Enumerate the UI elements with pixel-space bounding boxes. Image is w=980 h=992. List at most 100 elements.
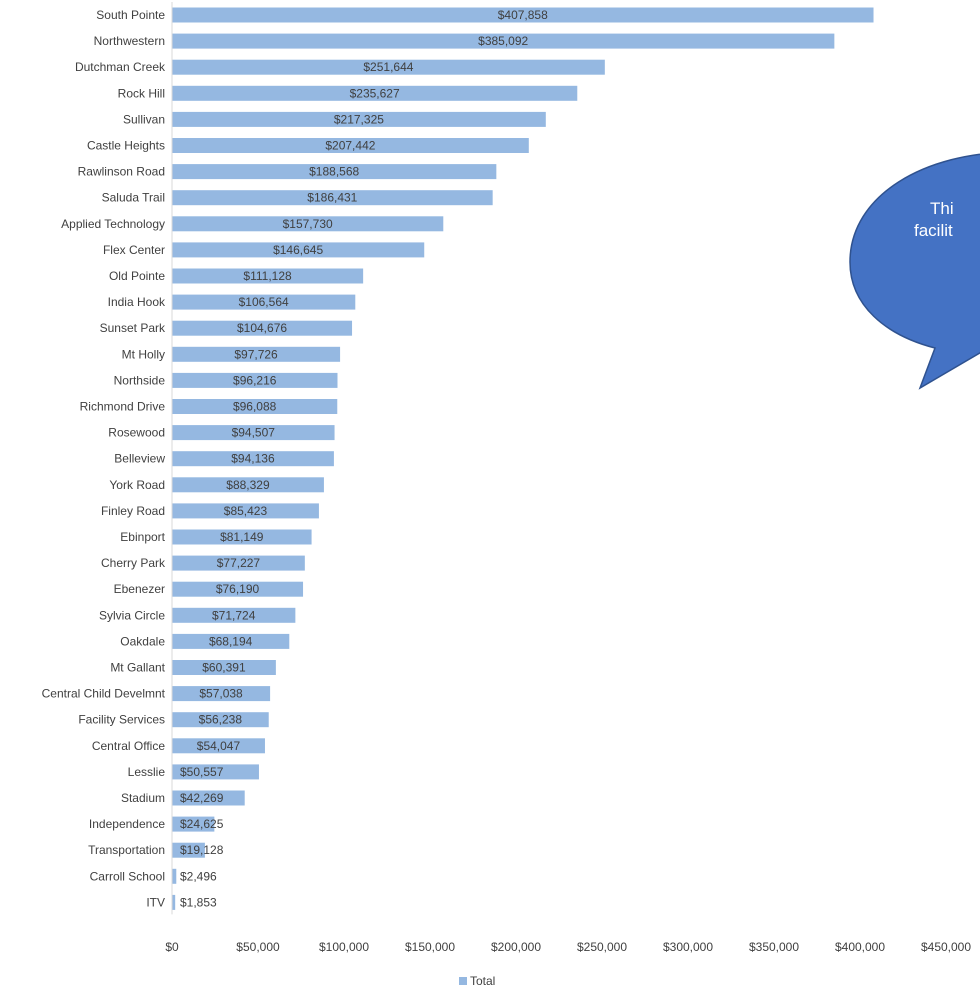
value-label-33: $2,496 xyxy=(180,869,217,883)
x-tick-label-5: $250,000 xyxy=(577,940,627,954)
value-label-22: $76,190 xyxy=(216,582,260,596)
bar-25 xyxy=(172,660,276,675)
bar-15 xyxy=(172,399,338,414)
value-label-20: $81,149 xyxy=(220,530,264,544)
category-labels: South Pointe Northwestern Dutchman Creek Ro… xyxy=(42,8,166,909)
value-label-2: $251,644 xyxy=(363,60,413,74)
category-label-26: Central Child Develmnt xyxy=(42,687,166,701)
bar-8 xyxy=(172,216,444,232)
value-label-11: $106,564 xyxy=(239,295,289,309)
bar-30 xyxy=(172,790,245,806)
category-label-18: York Road xyxy=(109,478,165,492)
value-label-30: $42,269 xyxy=(180,791,224,805)
value-label-10: $111,128 xyxy=(243,269,292,283)
bar-33 xyxy=(172,868,177,884)
bar-28 xyxy=(172,738,265,754)
category-label-15: Richmond Drive xyxy=(80,400,166,414)
value-labels: $407,858 $385,092 $251,644 $235,627 $217,325… xyxy=(180,8,548,909)
value-label-9: $146,645 xyxy=(273,243,323,257)
bar-7 xyxy=(172,190,493,206)
category-label-0: South Pointe xyxy=(96,8,165,22)
category-label-23: Sylvia Circle xyxy=(99,608,165,622)
bar-34 xyxy=(172,894,176,910)
bar-3 xyxy=(172,85,578,101)
value-label-27: $56,238 xyxy=(199,713,243,727)
bar-26 xyxy=(172,686,271,702)
value-label-13: $97,726 xyxy=(234,347,278,361)
category-label-1: Northwestern xyxy=(94,34,165,48)
category-label-30: Stadium xyxy=(121,791,165,805)
value-label-28: $54,047 xyxy=(197,739,241,753)
category-label-32: Transportation xyxy=(88,843,165,857)
bar-22 xyxy=(172,581,304,597)
value-label-15: $96,088 xyxy=(233,400,277,414)
x-tick-label-6: $300,000 xyxy=(663,940,713,954)
bar-19 xyxy=(172,503,319,519)
bar-10 xyxy=(172,268,364,284)
category-label-29: Lesslie xyxy=(128,765,166,779)
category-label-20: Ebinport xyxy=(120,530,165,544)
value-label-26: $57,038 xyxy=(199,687,243,701)
bar-5 xyxy=(172,138,529,153)
bar-24 xyxy=(172,633,290,649)
value-label-6: $188,568 xyxy=(309,165,359,179)
value-label-32: $19,128 xyxy=(180,843,224,857)
bar-21 xyxy=(172,555,305,571)
category-label-5: Castle Heights xyxy=(87,139,165,153)
bar-29 xyxy=(172,764,259,780)
category-label-3: Rock Hill xyxy=(118,86,165,100)
value-label-19: $85,423 xyxy=(224,504,268,518)
legend: Total xyxy=(459,974,495,988)
category-label-34: ITV xyxy=(146,895,165,909)
category-label-27: Facility Services xyxy=(78,713,165,727)
x-tick-label-3: $150,000 xyxy=(405,940,455,954)
x-tick-label-8: $400,000 xyxy=(835,940,885,954)
x-tick-labels: $0 $50,000 $100,000 $150,000 $200,000 $250,00… xyxy=(165,940,971,954)
callout-line-2: facilit xyxy=(914,221,953,240)
x-tick-label-0: $0 xyxy=(165,940,179,954)
value-label-18: $88,329 xyxy=(226,478,270,492)
x-tick-label-9: $450,000 xyxy=(921,940,971,954)
category-label-11: India Hook xyxy=(108,295,166,309)
value-label-4: $217,325 xyxy=(334,112,384,126)
category-label-28: Central Office xyxy=(92,739,165,753)
bar-12 xyxy=(172,320,353,336)
bar-16 xyxy=(172,425,335,441)
value-label-5: $207,442 xyxy=(325,139,375,153)
category-label-21: Cherry Park xyxy=(101,556,166,570)
x-tick-label-2: $100,000 xyxy=(319,940,369,954)
bar-27 xyxy=(172,712,269,728)
value-label-8: $157,730 xyxy=(283,217,333,231)
bar-4 xyxy=(172,111,546,127)
bar-32 xyxy=(172,842,205,858)
value-label-29: $50,557 xyxy=(180,765,224,779)
category-label-13: Mt Holly xyxy=(122,347,165,361)
bar-9 xyxy=(172,242,425,258)
category-label-24: Oakdale xyxy=(120,634,165,648)
category-label-8: Applied Technology xyxy=(61,217,165,231)
bar-23 xyxy=(172,607,296,623)
category-label-14: Northside xyxy=(114,373,166,387)
callout-text: Thi facilit xyxy=(914,198,980,242)
value-label-34: $1,853 xyxy=(180,895,217,909)
category-label-31: Independence xyxy=(89,817,165,831)
value-label-17: $94,136 xyxy=(231,452,275,466)
value-label-12: $104,676 xyxy=(237,321,287,335)
bar-14 xyxy=(172,372,338,388)
bar-18 xyxy=(172,477,324,493)
legend-label: Total xyxy=(470,974,495,988)
callout-line-1: Thi xyxy=(930,199,954,218)
value-label-14: $96,216 xyxy=(233,373,277,387)
category-label-9: Flex Center xyxy=(103,243,165,257)
bar-0 xyxy=(172,7,874,23)
value-label-25: $60,391 xyxy=(202,661,246,675)
x-tick-label-7: $350,000 xyxy=(749,940,799,954)
bar-31 xyxy=(172,816,215,832)
category-label-6: Rawlinson Road xyxy=(78,165,165,179)
category-label-25: Mt Gallant xyxy=(110,661,165,675)
bar-17 xyxy=(172,451,334,467)
value-label-3: $235,627 xyxy=(350,86,400,100)
category-label-22: Ebenezer xyxy=(114,582,165,596)
bar-11 xyxy=(172,294,356,310)
